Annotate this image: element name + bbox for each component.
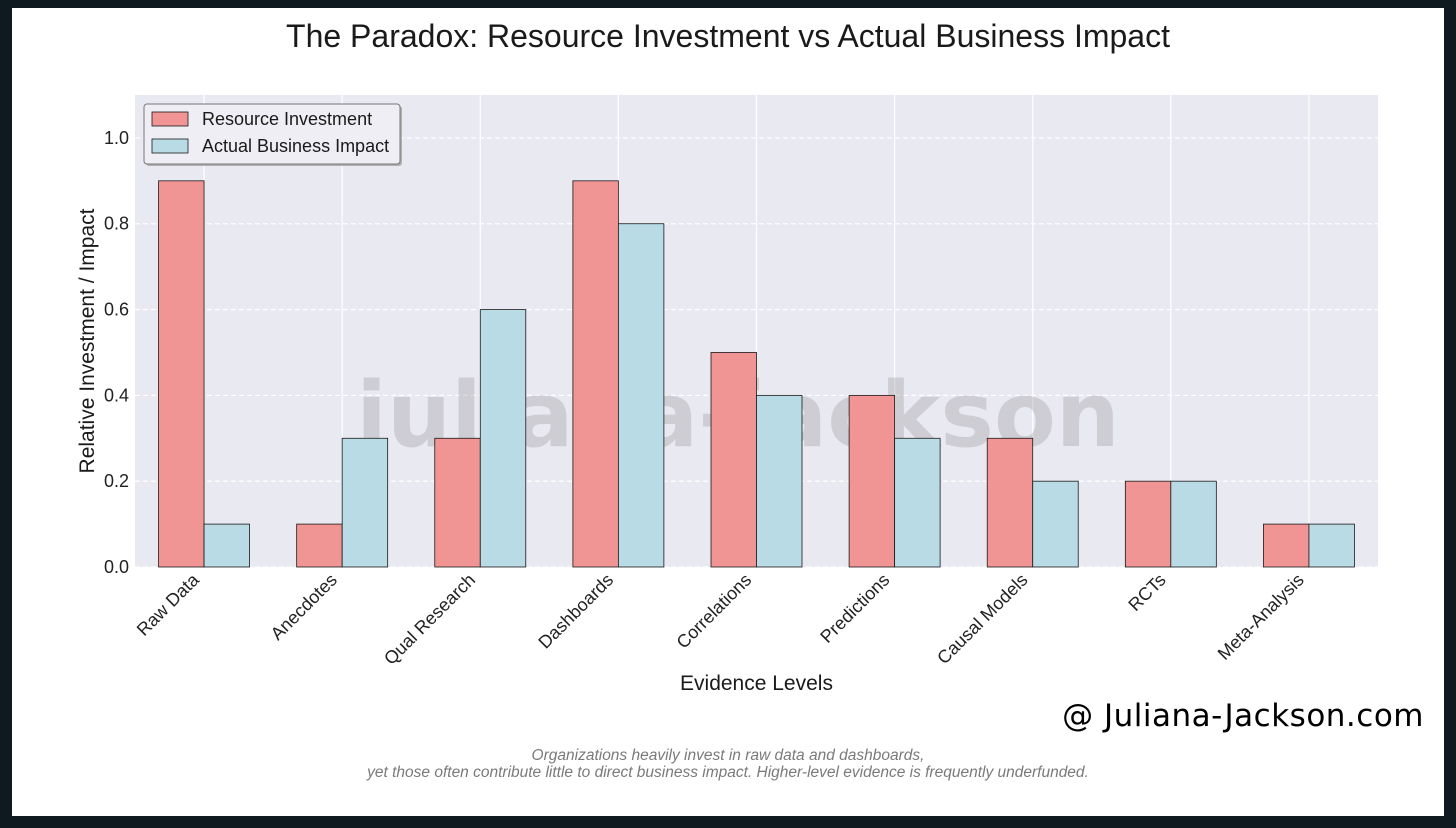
bar-resource-investment xyxy=(986,437,1034,568)
x-tick-label: Anecdotes xyxy=(267,570,341,644)
y-tick-label: 0.0 xyxy=(104,557,129,577)
legend-label: Actual Business Impact xyxy=(202,136,389,156)
bar-resource-investment xyxy=(158,180,205,568)
bar-resource-investment xyxy=(434,437,481,568)
bar-business-impact xyxy=(756,394,803,568)
bar-resource-investment xyxy=(710,352,757,568)
bar-resource-investment xyxy=(296,523,343,568)
x-tick-label: Correlations xyxy=(673,570,756,653)
caption-line-1: Organizations heavily invest in raw data… xyxy=(531,747,925,764)
bar-business-impact xyxy=(479,309,527,568)
x-axis-label: Evidence Levels xyxy=(680,672,833,695)
y-tick-label: 0.4 xyxy=(104,385,129,405)
legend-box xyxy=(143,103,401,165)
bar-resource-investment xyxy=(572,180,619,568)
x-tick-label: Meta-Analysis xyxy=(1214,570,1308,664)
bar-business-impact xyxy=(617,223,665,568)
bar-business-impact xyxy=(203,523,250,568)
legend-swatch xyxy=(151,138,189,154)
bar-resource-investment xyxy=(848,394,896,568)
bar-business-impact xyxy=(1308,523,1355,568)
legend-label: Resource Investment xyxy=(202,109,372,129)
x-tick-label: Dashboards xyxy=(534,570,617,653)
caption: Organizations heavily invest in raw data… xyxy=(12,747,1444,781)
bar-chart: 0.00.20.40.60.81.0juliana-jacksonRaw Dat… xyxy=(76,95,1378,695)
y-tick-label: 1.0 xyxy=(104,128,129,148)
x-tick-label: Predictions xyxy=(816,570,893,647)
bar-resource-investment xyxy=(1124,480,1172,568)
bar-business-impact xyxy=(341,437,389,568)
x-tick-label: Qual Research xyxy=(380,570,479,669)
bar-business-impact xyxy=(1032,480,1079,568)
x-tick-label: RCTs xyxy=(1124,570,1169,615)
x-tick-label: Causal Models xyxy=(933,570,1031,668)
brand-signature: @ Juliana-Jackson.com xyxy=(1062,698,1424,734)
bar-business-impact xyxy=(1170,480,1217,568)
caption-line-2: yet those often contribute little to dir… xyxy=(367,764,1089,781)
y-tick-label: 0.6 xyxy=(104,300,129,320)
bar-resource-investment xyxy=(1263,523,1310,568)
legend-swatch xyxy=(151,111,189,127)
y-tick-label: 0.2 xyxy=(104,471,129,491)
x-tick-label: Raw Data xyxy=(133,569,204,640)
y-tick-label: 0.8 xyxy=(104,214,129,234)
chart-title: The Paradox: Resource Investment vs Actu… xyxy=(286,18,1170,54)
y-axis-label: Relative Investment / Impact xyxy=(76,208,99,473)
bar-business-impact xyxy=(894,437,941,568)
chart-frame: The Paradox: Resource Investment vs Actu… xyxy=(12,8,1444,816)
